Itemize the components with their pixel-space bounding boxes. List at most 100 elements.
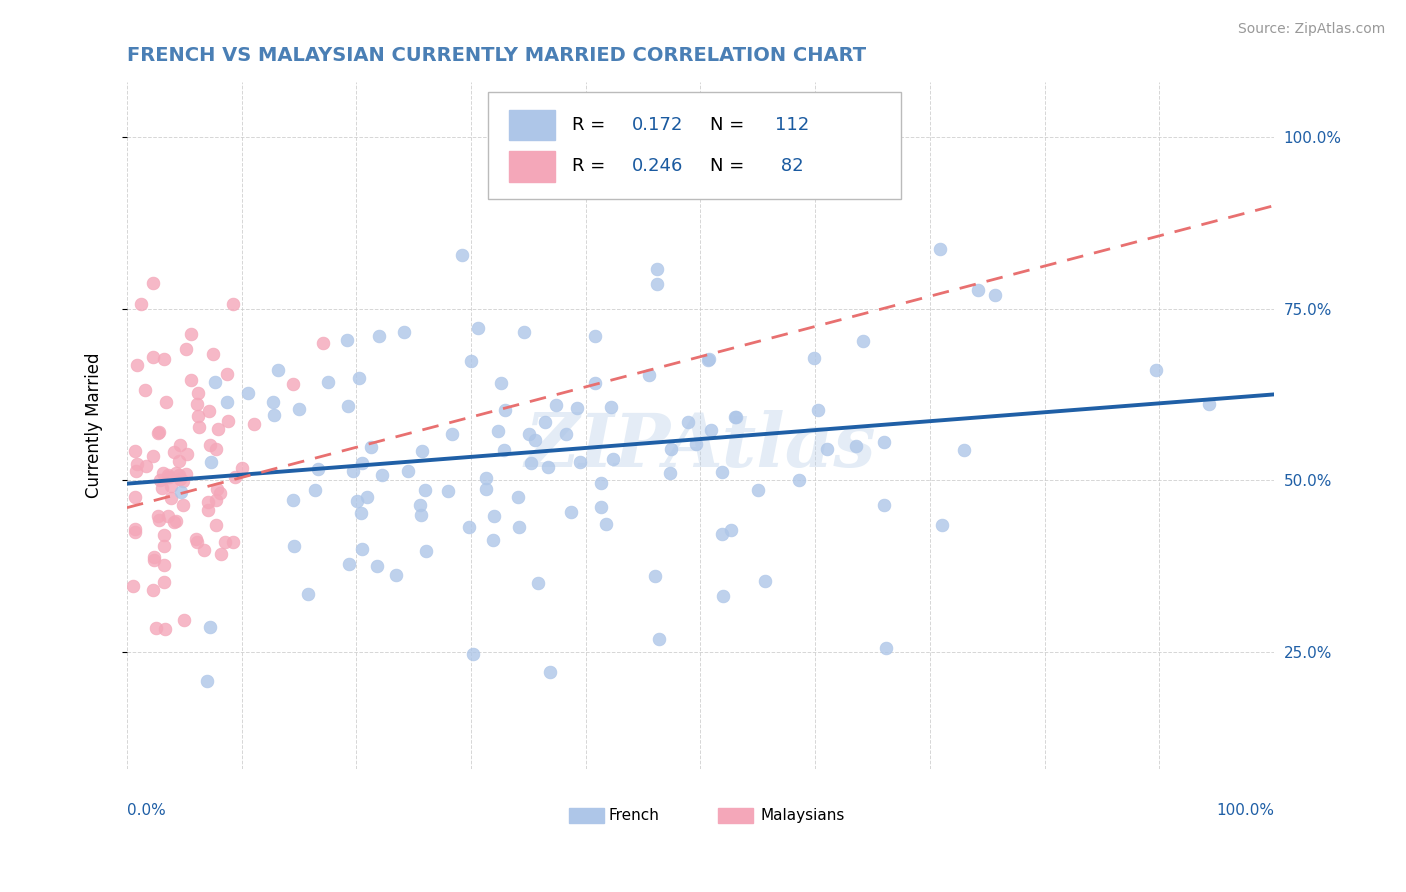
Point [645,277,668,292]
Point [163,445,186,459]
Point [350,542,373,557]
Point [197,495,219,509]
Point [150,481,173,495]
Point [184,532,207,546]
Point [127,457,149,471]
Point [283,539,305,553]
Point [411,508,433,522]
Point [236,386,259,401]
Point [568,455,591,469]
Point [852,334,875,348]
Point [197,404,219,418]
FancyBboxPatch shape [509,111,555,140]
FancyBboxPatch shape [568,808,605,823]
Point [312,335,335,350]
Point [124,524,146,539]
Point [336,334,359,348]
Point [222,297,245,311]
Point [122,579,145,593]
Point [392,325,415,339]
Point [697,353,720,368]
Point [267,363,290,377]
Point [124,444,146,458]
Point [644,568,666,582]
Point [149,473,172,487]
Point [243,417,266,431]
Text: ZIPAtlas: ZIPAtlas [524,409,876,483]
Point [316,376,339,390]
Point [148,425,170,440]
Point [193,543,215,558]
Point [304,483,326,498]
Point [347,370,370,384]
Point [204,375,226,389]
Text: R =: R = [572,158,612,176]
Point [142,276,165,290]
Point [153,539,176,553]
Point [720,523,742,537]
Point [148,425,170,439]
Point [356,490,378,504]
Point [217,395,239,409]
Point [475,482,498,496]
Point [160,491,183,506]
Point [458,520,481,534]
Text: 0.172: 0.172 [631,116,683,135]
FancyBboxPatch shape [509,152,555,182]
Point [145,621,167,635]
Point [411,443,433,458]
Point [165,466,187,480]
Point [648,632,671,647]
Point [437,483,460,498]
Point [187,385,209,400]
Point [591,500,613,515]
Point [148,509,170,524]
Point [142,350,165,364]
Point [872,435,894,450]
Point [512,325,534,339]
Point [583,376,606,391]
Point [186,397,208,411]
Point [519,456,541,470]
Point [467,321,489,335]
Point [508,519,530,533]
Point [460,354,482,368]
Point [224,470,246,484]
Point [262,394,284,409]
Point [413,483,436,498]
Point [169,472,191,486]
Point [409,498,432,512]
Point [165,514,187,528]
Point [198,620,221,634]
Point [142,553,165,567]
Y-axis label: Currently Married: Currently Married [86,352,103,498]
Point [135,458,157,473]
Point [482,508,505,523]
Text: 0.0%: 0.0% [127,803,166,818]
Point [645,261,668,276]
Point [209,547,232,561]
Point [155,622,177,636]
Point [288,401,311,416]
Point [148,513,170,527]
Text: N =: N = [710,116,749,135]
Point [815,442,838,456]
Point [482,533,505,547]
Point [174,467,197,482]
Point [711,589,734,603]
Point [173,614,195,628]
Point [371,468,394,483]
Point [187,409,209,423]
Point [724,410,747,425]
Text: 82: 82 [775,158,804,176]
Point [134,384,156,398]
Point [366,558,388,573]
Point [368,328,391,343]
Point [209,485,232,500]
Point [342,464,364,478]
Point [685,436,707,450]
Point [125,358,148,372]
Point [583,329,606,343]
Point [142,583,165,598]
Point [204,492,226,507]
